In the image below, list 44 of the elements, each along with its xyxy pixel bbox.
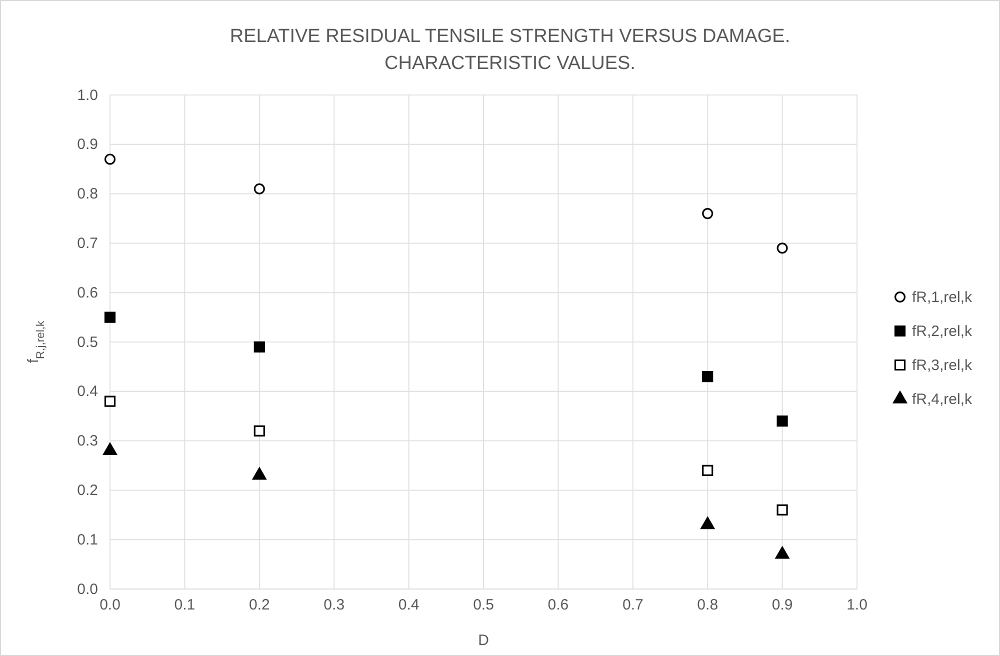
y-tick-label: 1.0 [77,86,98,104]
legend-label: fR,1,rel,k [912,289,973,306]
point [702,208,714,220]
y-tick-label: 0.7 [77,235,98,252]
x-tick-label: 0.4 [398,596,420,614]
y-tick-label: 0.9 [77,136,98,154]
y-tick-label: 0.6 [77,284,98,302]
y-tick-label: 0.2 [77,482,98,499]
y-tick-label: 0.8 [77,186,98,203]
point [104,154,116,165]
x-tick-label: 0.2 [248,596,270,614]
x-tick-label: 1.0 [846,596,868,614]
x-tick-label: 0.6 [548,596,569,614]
point [103,442,117,456]
chart-title: RELATIVE RESIDUAL TENSILE STRENGTH VERSUS DAMAGE. CHARACTERISTIC VALUES. [230,26,790,74]
y-tick-label: 0.1 [77,531,98,548]
y-tick-label: 0.5 [77,334,98,351]
point [776,504,788,516]
point [702,464,714,476]
x-tick-label: 0.3 [324,596,345,614]
legend-label: fR,2,rel,k [912,323,973,340]
point [104,312,116,323]
x-tick-label: 0.5 [473,596,494,614]
x-tick-label: 0.0 [100,596,120,614]
x-tick-label: 0.1 [174,596,196,614]
x-tick-label: 0.8 [697,596,718,614]
point [776,242,788,254]
point [776,415,788,427]
point [254,425,265,436]
point [252,468,266,480]
point [702,371,714,382]
y-tick-label: 0.0 [77,580,98,598]
y-tick-label: 0.3 [77,432,98,450]
point [254,183,265,194]
point [775,546,790,559]
point [104,396,116,407]
x-tick-label: 0.9 [772,596,793,614]
x-tick-label: 0.7 [622,596,644,614]
y-tick-label: 0.4 [77,383,98,400]
point [700,516,715,530]
legend-label: fR,4,rel,k [912,391,973,408]
point [254,341,265,352]
legend-label: fR,3,rel,k [912,357,973,374]
x-axis-title: D [478,632,490,649]
